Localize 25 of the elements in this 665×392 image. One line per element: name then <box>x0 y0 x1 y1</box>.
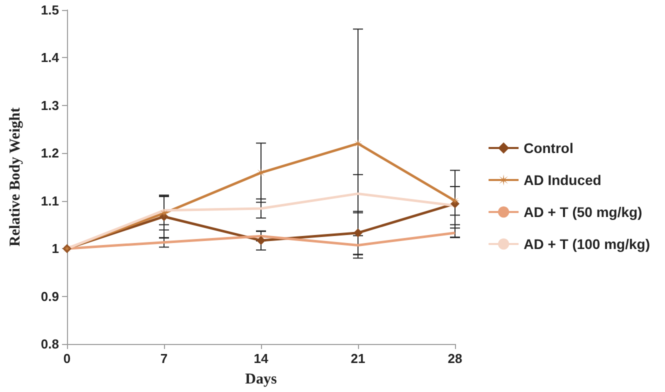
y-tick-label: 1.5 <box>40 2 59 18</box>
y-tick-label: 1.1 <box>40 193 59 208</box>
legend-label: AD Induced <box>524 172 602 188</box>
x-axis-title: Days <box>245 372 277 388</box>
y-tick-label: 1.4 <box>40 50 60 66</box>
y-tick-label: 1.2 <box>40 146 59 161</box>
legend-label: AD + T (100 mg/kg) <box>524 236 650 252</box>
x-tick-label: 7 <box>160 351 168 366</box>
y-axis-title: Relative Body Weight <box>8 108 24 246</box>
legend-label: AD + T (50 mg/kg) <box>524 204 642 220</box>
x-tick-label: 21 <box>350 351 366 366</box>
y-tick-label: 1 <box>52 241 59 256</box>
point <box>256 236 266 245</box>
x-tick-label: 28 <box>448 351 462 366</box>
y-tick-label: 0.9 <box>40 288 59 304</box>
y-tick-label: 0.8 <box>40 336 59 352</box>
y-tick-label: 1.3 <box>40 98 59 113</box>
point <box>450 196 460 206</box>
x-tick-label: 14 <box>254 351 269 366</box>
legend-label: Control <box>524 140 574 156</box>
point <box>354 139 362 148</box>
point <box>160 208 168 218</box>
x-tick-label: 0 <box>63 351 71 366</box>
point <box>256 168 266 178</box>
point <box>354 228 362 238</box>
